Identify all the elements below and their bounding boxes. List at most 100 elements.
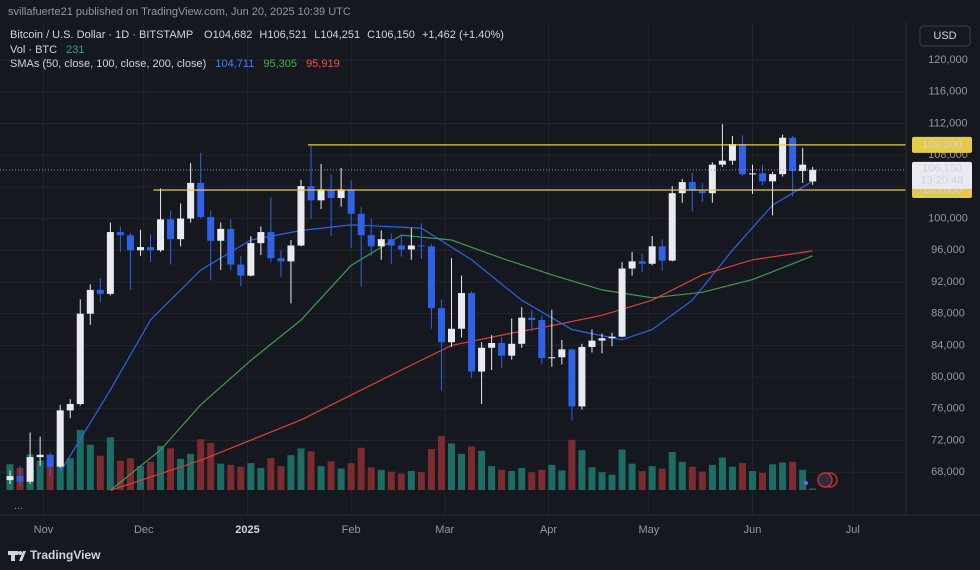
volume-bar: [648, 466, 656, 490]
candle-body: [668, 193, 676, 261]
candle-body: [809, 169, 817, 182]
candle-body: [718, 160, 726, 165]
volume-value: 231: [66, 44, 84, 56]
currency-button[interactable]: [919, 25, 971, 47]
volume-bar: [518, 467, 526, 490]
volume-bar: [106, 437, 114, 490]
volume-bar: [46, 466, 54, 490]
volume-bar: [608, 474, 616, 490]
y-tick-label: 100,000: [928, 212, 968, 224]
volume-bar: [267, 458, 275, 490]
ohlc-low: L104,251: [314, 29, 360, 41]
candle-body: [728, 144, 736, 161]
sma-line: [110, 234, 813, 491]
candle-body: [759, 173, 767, 182]
candle-body: [237, 264, 245, 276]
candle-body: [628, 261, 636, 269]
volume-bar: [578, 450, 586, 490]
candle-body: [277, 258, 285, 262]
volume-bar: [217, 463, 225, 490]
volume-bar: [447, 443, 455, 490]
volume-bar: [377, 469, 385, 490]
volume-bar: [387, 471, 395, 490]
volume-bar: [337, 468, 345, 490]
level-tag: [912, 136, 972, 153]
volume-bar: [738, 463, 746, 490]
volume-bar: [157, 445, 165, 490]
candle-body: [317, 189, 325, 201]
candle-body: [608, 336, 616, 339]
candle-body: [297, 186, 305, 246]
volume-bar: [347, 463, 355, 490]
candle-body: [177, 218, 185, 240]
volume-legend: Vol · BTC 231: [10, 44, 85, 56]
volume-bar: [247, 463, 255, 490]
candle-body: [638, 261, 646, 264]
candle-body: [799, 164, 807, 172]
legend-title: Bitcoin / U.S. Dollar · 1D · BITSTAMP O1…: [10, 29, 504, 41]
candle-body: [488, 343, 496, 348]
sma-legend: SMAs (50, close, 100, close, 200, close)…: [10, 58, 340, 70]
y-tick-label: 80,000: [931, 371, 965, 383]
x-tick-label: Dec: [134, 524, 154, 536]
volume-bar: [718, 457, 726, 490]
candle-body: [468, 293, 476, 372]
countdown: 13:20:48: [921, 175, 964, 187]
volume-bar: [478, 450, 486, 490]
y-tick-label: 92,000: [931, 276, 965, 288]
volume-bar: [568, 439, 576, 490]
candle-body: [377, 239, 385, 247]
candle-body: [437, 308, 445, 343]
candle-body: [538, 320, 546, 359]
candle-body: [447, 328, 455, 343]
candle-body: [106, 232, 114, 294]
x-tick-label: May: [638, 524, 659, 536]
volume-bar: [397, 473, 405, 490]
ohlc-change: +1,462 (+1.40%): [422, 29, 504, 41]
volume-bar: [799, 469, 807, 490]
y-tick-label: 68,000: [931, 466, 965, 478]
candle-body: [187, 182, 195, 219]
candle-body: [407, 245, 415, 250]
candle-body: [247, 243, 255, 276]
candle-body: [748, 173, 756, 175]
candle-body: [357, 213, 365, 236]
volume-bar: [427, 448, 435, 490]
volume-bar: [177, 458, 185, 490]
candle-body: [26, 457, 34, 482]
x-tick-label: Nov: [34, 524, 54, 536]
candle-body: [16, 476, 24, 482]
candle-body: [478, 347, 486, 372]
volume-bar: [277, 466, 285, 490]
candle-body: [96, 289, 104, 294]
candle-body: [86, 289, 94, 314]
panel-menu[interactable]: ...: [14, 500, 23, 512]
volume-bar: [317, 466, 325, 490]
volume-bar: [728, 466, 736, 490]
volume-bar: [86, 444, 94, 490]
candle-body: [56, 410, 64, 467]
y-tick-label: 76,000: [931, 403, 965, 415]
currency[interactable]: USD: [933, 30, 956, 42]
volume-bar: [357, 447, 365, 490]
y-tick-label: 112,000: [929, 117, 968, 129]
symbol: Bitcoin / U.S. Dollar · 1D · BITSTAMP: [10, 29, 193, 41]
plot-area: [0, 22, 906, 515]
candle-body: [36, 454, 44, 458]
candle-body: [578, 346, 586, 407]
volume-bar: [498, 469, 506, 490]
volume-bar: [297, 448, 305, 490]
volume-bar: [468, 446, 476, 490]
volume-bar: [769, 464, 777, 490]
last-price-label: 106,150: [922, 163, 962, 175]
event-icons: [804, 472, 838, 488]
volume-bar: [698, 471, 706, 490]
ohlc-close: C106,150: [367, 29, 415, 41]
y-tick-label: 96,000: [931, 244, 965, 256]
volume-bar: [237, 466, 245, 490]
volume-bar: [417, 472, 425, 490]
y-tick-label: 88,000: [931, 308, 965, 320]
last-price-tag: [912, 161, 972, 189]
candle-body: [46, 454, 54, 467]
